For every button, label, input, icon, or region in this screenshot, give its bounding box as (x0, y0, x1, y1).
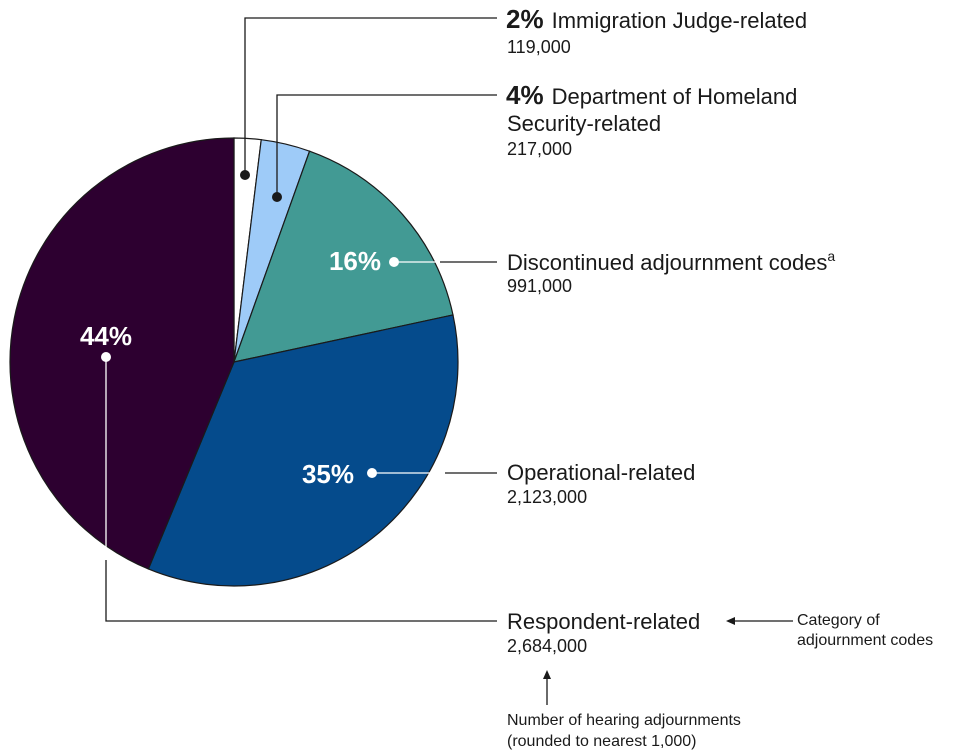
leader-line-dhs (276, 94, 497, 197)
count-respondent: 2,684,000 (507, 636, 587, 656)
count-discontinued: 991,000 (507, 276, 572, 296)
svg-text:Discontinued adjournment codes: Discontinued adjournment codesa (507, 248, 835, 275)
number-note-line1: Number of hearing adjournments (507, 712, 741, 729)
leader-dot-immigration-judge (240, 170, 250, 180)
label-immigration-judge: 2% Immigration Judge-related 119,000 (506, 4, 807, 57)
leader-line-respondent (105, 560, 497, 622)
category-operational: Operational-related (507, 460, 695, 485)
label-operational: Operational-related 2,123,000 (507, 460, 695, 507)
slice-percent-discontinued: 16% (329, 246, 381, 276)
note-category: Category of adjournment codes (726, 612, 933, 649)
slice-percent-operational: 35% (302, 459, 354, 489)
pie-slice-disc (233, 150, 454, 363)
category-note-arrowhead (726, 617, 735, 625)
percent-dhs: 4% (506, 80, 544, 110)
leader-lines (101, 17, 497, 622)
category-dhs-line1: Department of Homeland (552, 84, 798, 109)
pie-slice-resp (9, 137, 235, 570)
svg-text:2%Immigration Judge-related: 2% Immigration Judge-related (506, 4, 807, 34)
category-respondent: Respondent-related (507, 609, 700, 634)
label-discontinued: Discontinued adjournment codesa 991,000 (507, 248, 835, 296)
leader-dot-operational (367, 468, 377, 478)
label-dhs: 4% Department of Homeland Security-relate… (506, 80, 797, 159)
percent-immigration-judge: 2% (506, 4, 544, 34)
pie-slices (9, 137, 459, 587)
category-discontinued: Discontinued adjournment codes (507, 250, 827, 275)
leader-line-immigration-judge (244, 17, 497, 175)
count-immigration-judge: 119,000 (507, 37, 571, 57)
leader-dot-discontinued (389, 257, 399, 267)
count-dhs: 217,000 (507, 139, 572, 159)
leader-dot-respondent (101, 352, 111, 362)
leader-dot-dhs (272, 192, 282, 202)
footnote-a-marker: a (827, 248, 835, 264)
label-respondent: Respondent-related 2,684,000 (507, 609, 700, 656)
svg-text:4%Department of Homeland: 4% Department of Homeland (506, 80, 797, 110)
category-note-line2: adjournment codes (797, 632, 933, 649)
category-immigration-judge: Immigration Judge-related (552, 8, 808, 33)
number-note-arrowhead (543, 670, 551, 679)
count-operational: 2,123,000 (507, 487, 587, 507)
number-note-line2: (rounded to nearest 1,000) (507, 733, 696, 750)
category-dhs-line2: Security-related (507, 111, 661, 136)
category-note-line1: Category of (797, 612, 880, 629)
note-number: Number of hearing adjournments (rounded … (507, 670, 741, 750)
slice-percent-respondent: 44% (80, 321, 132, 351)
